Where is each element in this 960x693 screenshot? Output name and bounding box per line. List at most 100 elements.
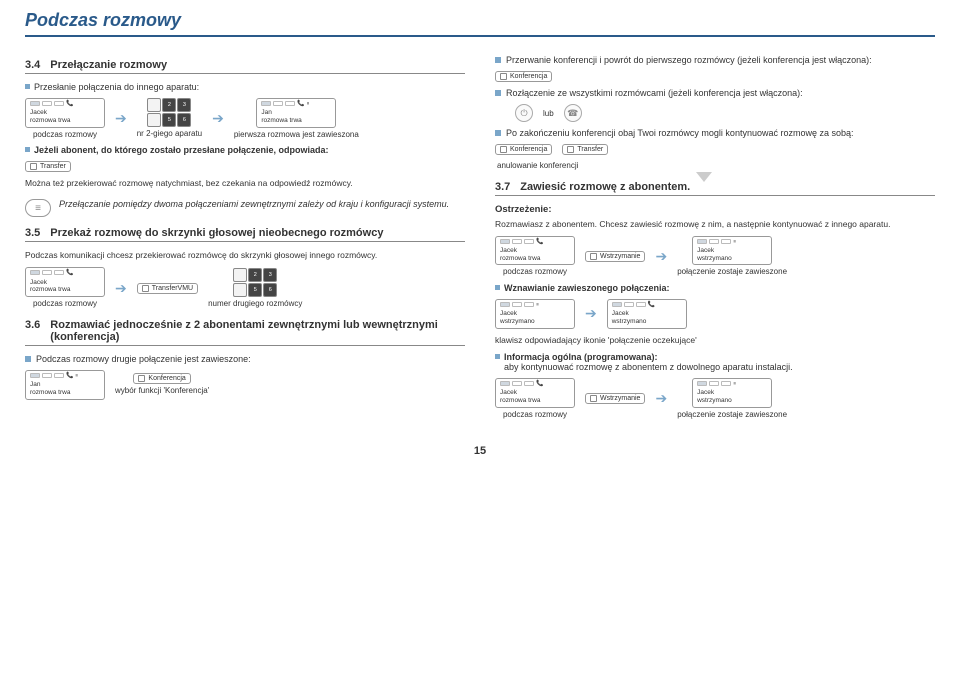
note-icon: ≡ bbox=[25, 199, 51, 217]
display-line1: Jacek bbox=[697, 247, 767, 255]
display-jacek-wstrz: ⏸ Jacek wstrzymano bbox=[495, 299, 575, 329]
row-35: 📞 Jacek rozmowa trwa podczas rozmowy ➔ T… bbox=[25, 267, 465, 308]
page-title: Podczas rozmowy bbox=[25, 10, 935, 37]
arrow-icon: ➔ bbox=[655, 248, 667, 265]
right-b3: Po zakończeniu konferencji obaj Twoi roz… bbox=[495, 128, 935, 138]
arrow-icon: ➔ bbox=[115, 110, 127, 127]
warn-title: Ostrzeżenie: bbox=[495, 204, 935, 215]
right-column: Przerwanie konferencji i powrót do pierw… bbox=[495, 49, 935, 425]
arrow-icon: ➔ bbox=[585, 305, 597, 322]
caption-zawiesz: połączenie zostaje zawieszone bbox=[677, 267, 787, 277]
sub-34-2: Jeżeli abonent, do którego zostało przes… bbox=[25, 145, 465, 155]
row-36: 📞 ⏸ Jan rozmowa trwa Konferencja wybór f… bbox=[25, 370, 465, 400]
bullet-icon bbox=[495, 57, 501, 63]
display-jacek: 📞 Jacek rozmowa trwa bbox=[495, 378, 575, 408]
row-37-2: ⏸ Jacek wstrzymano ➔ 📞 Jacek wstrzymano bbox=[495, 299, 935, 329]
section-title: Rozmawiać jednocześnie z 2 abonentami ze… bbox=[50, 319, 465, 343]
arrow-icon: ➔ bbox=[115, 280, 127, 297]
bullet-text: Wznawianie zawieszonego połączenia: bbox=[504, 283, 670, 293]
bullet-icon bbox=[495, 285, 500, 290]
bullet-icon bbox=[495, 90, 501, 96]
display-line2: wstrzymano bbox=[697, 397, 767, 405]
bullet-icon bbox=[25, 147, 30, 152]
display-line1: Jacek bbox=[612, 310, 682, 318]
row-37-3: 📞 Jacek rozmowa trwa podczas rozmowy Wst… bbox=[495, 378, 935, 419]
caption-zawiesz: połączenie zostaje zawieszone bbox=[677, 410, 787, 420]
softkey-wstrzymanie[interactable]: Wstrzymanie bbox=[585, 251, 645, 262]
sub-info: Informacja ogólna (programowana): aby ko… bbox=[495, 352, 935, 372]
left-column: 3.4 Przełączanie rozmowy Przesłanie połą… bbox=[25, 49, 465, 425]
display-jacek-wstrz: ⏸ Jacek wstrzymano bbox=[692, 236, 772, 266]
softkey-transfer[interactable]: Transfer bbox=[562, 144, 608, 155]
bullet-text: Rozłączenie ze wszystkimi rozmówcami (je… bbox=[506, 88, 803, 98]
bullet-text: Podczas rozmowy drugie połączenie jest z… bbox=[36, 354, 251, 364]
display-line1: Jacek bbox=[500, 389, 570, 397]
display-jacek-wstrz: 📞 Jacek wstrzymano bbox=[607, 299, 687, 329]
softkey-konferencja[interactable]: Konferencja bbox=[495, 144, 552, 155]
intro-36: Podczas rozmowy drugie połączenie jest z… bbox=[25, 354, 465, 364]
para-34: Można też przekierować rozmowę natychmia… bbox=[25, 178, 465, 189]
display-line1: Jacek bbox=[500, 310, 570, 318]
softkey-konferencja[interactable]: Konferencja bbox=[133, 373, 190, 384]
sub-34-1: Przesłanie połączenia do innego aparatu: bbox=[25, 82, 465, 92]
hangup-icon[interactable]: ⏻ bbox=[515, 104, 533, 122]
softkey-transfer[interactable]: Transfer bbox=[25, 161, 71, 172]
display-jacek: 📞 Jacek rozmowa trwa bbox=[495, 236, 575, 266]
display-jan: 📞 ⏸ Jan rozmowa trwa bbox=[256, 98, 336, 128]
section-number: 3.5 bbox=[25, 227, 40, 239]
caption-podczas: podczas rozmowy bbox=[33, 299, 97, 309]
display-line2: wstrzymano bbox=[612, 318, 682, 326]
softkey-transfervmu[interactable]: TransferVMU bbox=[137, 283, 198, 294]
bullet-text: Przerwanie konferencji i powrót do pierw… bbox=[506, 55, 872, 65]
caption-podczas: podczas rozmowy bbox=[503, 410, 567, 420]
caption-podczas: podczas rozmowy bbox=[33, 130, 97, 140]
softkey-konferencja[interactable]: Konferencja bbox=[495, 71, 552, 82]
caption-wybor: wybór funkcji 'Konferencja' bbox=[115, 386, 209, 396]
display-line2: rozmowa trwa bbox=[500, 255, 570, 263]
display-jan: 📞 ⏸ Jan rozmowa trwa bbox=[25, 370, 105, 400]
note-text: Przełączanie pomiędzy dwoma połączeniami… bbox=[59, 199, 449, 209]
bullet-text: Przesłanie połączenia do innego aparatu: bbox=[34, 82, 199, 92]
section-number: 3.6 bbox=[25, 319, 40, 331]
display-line2: rozmowa trwa bbox=[261, 117, 331, 125]
display-line1: Jan bbox=[261, 109, 331, 117]
display-jacek: 📞 Jacek rozmowa trwa bbox=[25, 267, 105, 297]
bullet-text: Jeżeli abonent, do którego zostało przes… bbox=[34, 145, 329, 155]
arrow-icon: ➔ bbox=[212, 110, 224, 127]
section-title: Przekaż rozmowę do skrzynki głosowej nie… bbox=[50, 227, 383, 239]
arrow-icon: ➔ bbox=[655, 390, 667, 407]
intro-35: Podczas komunikacji chcesz przekierować … bbox=[25, 250, 465, 261]
caption-aparat: nr 2-giego aparatu bbox=[137, 129, 202, 139]
display-line2: rozmowa trwa bbox=[500, 397, 570, 405]
display-jacek: 📞 Jacek rozmowa trwa bbox=[25, 98, 105, 128]
caption-anulowanie: anulowanie konferencji bbox=[497, 161, 935, 171]
display-line1: Jan bbox=[30, 381, 100, 389]
note-34: ≡ Przełączanie pomiędzy dwoma połączenia… bbox=[25, 199, 465, 217]
info-title: Informacja ogólna (programowana): bbox=[504, 352, 658, 362]
section-number: 3.7 bbox=[495, 181, 510, 193]
chevron-down-icon bbox=[696, 172, 712, 192]
bullet-icon bbox=[495, 354, 500, 359]
row-34-1: 📞 Jacek rozmowa trwa podczas rozmowy ➔ 2… bbox=[25, 98, 465, 139]
bullet-icon bbox=[495, 130, 501, 136]
display-line2: wstrzymano bbox=[697, 255, 767, 263]
section-number: 3.4 bbox=[25, 59, 40, 71]
sub-wzn: Wznawianie zawieszonego połączenia: bbox=[495, 283, 935, 293]
display-line1: Jacek bbox=[30, 279, 100, 287]
row-37-1: 📞 Jacek rozmowa trwa podczas rozmowy Wst… bbox=[495, 236, 935, 277]
heading-3-6: 3.6 Rozmawiać jednocześnie z 2 abonentam… bbox=[25, 319, 465, 346]
section-title: Zawiesić rozmowę z abonentem. bbox=[520, 181, 690, 193]
section-title: Przełączanie rozmowy bbox=[50, 59, 167, 71]
or-label: lub bbox=[543, 109, 554, 118]
bullet-text: Po zakończeniu konferencji obaj Twoi roz… bbox=[506, 128, 854, 138]
keypad-icon: 23 56 bbox=[147, 98, 191, 127]
display-line1: Jacek bbox=[500, 247, 570, 255]
bullet-icon bbox=[25, 84, 30, 89]
row-icons: ⏻ lub ☎ bbox=[515, 104, 935, 122]
softkey-wstrzymanie[interactable]: Wstrzymanie bbox=[585, 393, 645, 404]
caption-pierwsza: pierwsza rozmowa jest zawieszona bbox=[234, 130, 359, 140]
display-line2: rozmowa trwa bbox=[30, 389, 100, 397]
caption-podczas: podczas rozmowy bbox=[503, 267, 567, 277]
display-line2: wstrzymano bbox=[500, 318, 570, 326]
handset-icon[interactable]: ☎ bbox=[564, 104, 582, 122]
